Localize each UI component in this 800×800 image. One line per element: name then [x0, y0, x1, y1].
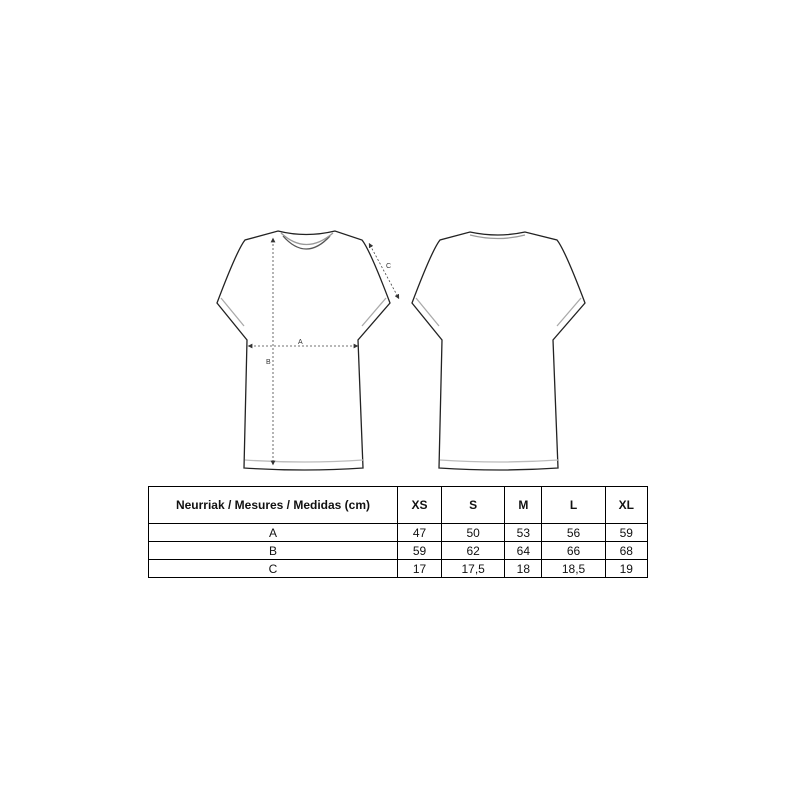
cell: 62	[441, 541, 506, 560]
cell: 18,5	[541, 559, 606, 578]
measure-header: Neurriak / Mesures / Medidas (cm)	[148, 486, 398, 524]
cell: 50	[441, 523, 506, 542]
table-row: B 59 62 64 66 68	[148, 541, 649, 560]
row-label: B	[148, 541, 398, 560]
cell: 47	[396, 523, 443, 542]
tshirt-back	[411, 231, 586, 471]
label-b: B	[266, 359, 271, 366]
cell: 17,5	[441, 559, 506, 578]
size-header: L	[541, 486, 606, 524]
cell: 18	[504, 559, 543, 578]
cell: 53	[504, 523, 543, 542]
cell: 59	[604, 523, 649, 542]
table-header-row: Neurriak / Mesures / Medidas (cm) XS S M…	[148, 486, 649, 524]
size-header: M	[504, 486, 543, 524]
size-header: XL	[604, 486, 649, 524]
table-row: A 47 50 53 56 59	[148, 523, 649, 542]
cell: 19	[604, 559, 649, 578]
table-row: C 17 17,5 18 18,5 19	[148, 559, 649, 578]
row-label: A	[148, 523, 398, 542]
cell: 56	[541, 523, 606, 542]
size-header: S	[441, 486, 506, 524]
cell: 66	[541, 541, 606, 560]
cell: 59	[396, 541, 443, 560]
size-chart-table: Neurriak / Mesures / Medidas (cm) XS S M…	[148, 486, 649, 578]
cell: 17	[396, 559, 443, 578]
row-label: C	[148, 559, 398, 578]
size-header: XS	[396, 486, 443, 524]
label-a: A	[298, 339, 303, 346]
cell: 68	[604, 541, 649, 560]
tshirt-front	[216, 230, 400, 471]
cell: 64	[504, 541, 543, 560]
label-c: C	[386, 263, 391, 270]
